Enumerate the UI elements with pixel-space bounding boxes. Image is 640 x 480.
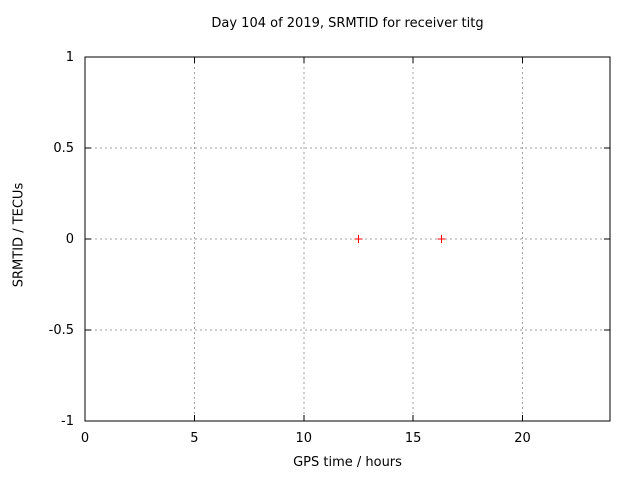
y-tick-label: -1 [61, 414, 74, 429]
data-point-marker [437, 235, 446, 243]
y-tick-label: 0 [66, 232, 74, 247]
data-point-marker [354, 235, 363, 243]
x-axis-label: GPS time / hours [293, 455, 402, 470]
y-tick-label: 0.5 [53, 141, 74, 156]
plot-border [84, 56, 611, 422]
x-tick-label: 20 [514, 431, 531, 446]
x-tick-label: 10 [295, 431, 312, 446]
x-tick-label: 0 [81, 431, 89, 446]
x-tick-label: 5 [190, 431, 198, 446]
y-tick-label: 1 [66, 50, 74, 65]
chart-title: Day 104 of 2019, SRMTID for receiver tit… [211, 16, 484, 31]
y-tick-label: -0.5 [49, 323, 74, 338]
x-tick-label: 15 [405, 431, 422, 446]
